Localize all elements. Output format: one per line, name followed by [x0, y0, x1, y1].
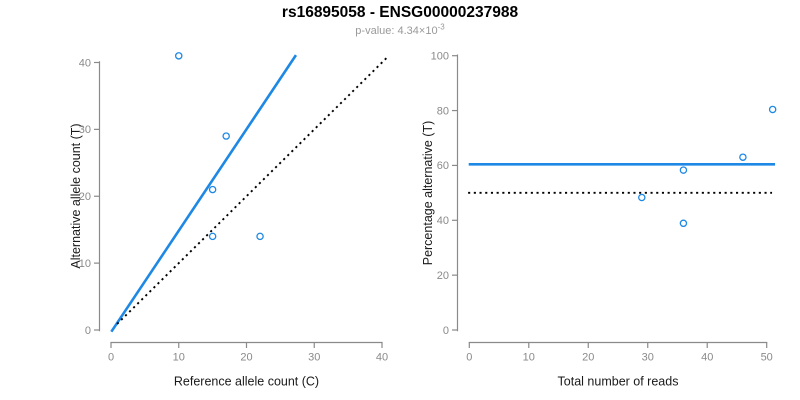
x-tick-label: 0 — [108, 352, 114, 364]
identity-line — [116, 56, 389, 325]
figure-subtitle: p-value: 4.34×10-3 — [0, 22, 800, 37]
x-tick-label: 0 — [466, 352, 472, 364]
y-tick-label: 100 — [431, 51, 449, 63]
y-tick-label: 10 — [79, 258, 91, 270]
x-tick-label: 10 — [173, 352, 185, 364]
x-tick-label: 40 — [376, 352, 388, 364]
data-point — [679, 219, 688, 228]
y-axis-label: Percentage alternative (T) — [421, 121, 435, 266]
y-tick-label: 30 — [79, 124, 91, 136]
p-value-exponent: -3 — [437, 22, 445, 32]
data-point — [638, 193, 646, 202]
y-tick-label: 60 — [437, 160, 449, 172]
data-point — [222, 132, 230, 140]
x-tick-label: 50 — [761, 352, 773, 364]
y-tick-label: 20 — [437, 270, 449, 282]
x-tick-label: 20 — [582, 352, 594, 364]
data-point — [739, 153, 747, 161]
y-tick-label: 80 — [437, 105, 449, 117]
y-tick-label: 40 — [437, 215, 449, 227]
y-tick-label: 0 — [443, 325, 449, 337]
figure-title: rs16895058 - ENSG00000237988 — [281, 4, 519, 21]
data-point — [768, 105, 777, 114]
y-axis-label: Alternative allele count (T) — [69, 123, 83, 268]
p-value-text: p-value: 4.34×10 — [355, 25, 438, 37]
y-tick-label: 0 — [85, 325, 91, 337]
x-tick-label: 10 — [523, 352, 535, 364]
x-tick-label: 30 — [642, 352, 654, 364]
x-tick-label: 30 — [308, 352, 320, 364]
data-point — [174, 52, 183, 60]
right-scatter-plot: Total number of reads Percentage alterna… — [421, 51, 777, 389]
x-axis-label: Total number of reads — [558, 375, 679, 389]
x-axis-label: Reference allele count (C) — [174, 375, 319, 389]
data-point — [256, 232, 264, 241]
data-point — [208, 185, 217, 194]
fit-line — [110, 54, 298, 333]
y-tick-label: 20 — [79, 191, 91, 203]
x-tick-label: 40 — [701, 352, 713, 364]
y-tick-label: 40 — [79, 57, 91, 69]
left-scatter-plot: Reference allele count (C) Alternative a… — [69, 52, 389, 389]
x-tick-label: 20 — [240, 352, 252, 364]
data-point — [679, 166, 688, 174]
data-point — [208, 232, 217, 241]
